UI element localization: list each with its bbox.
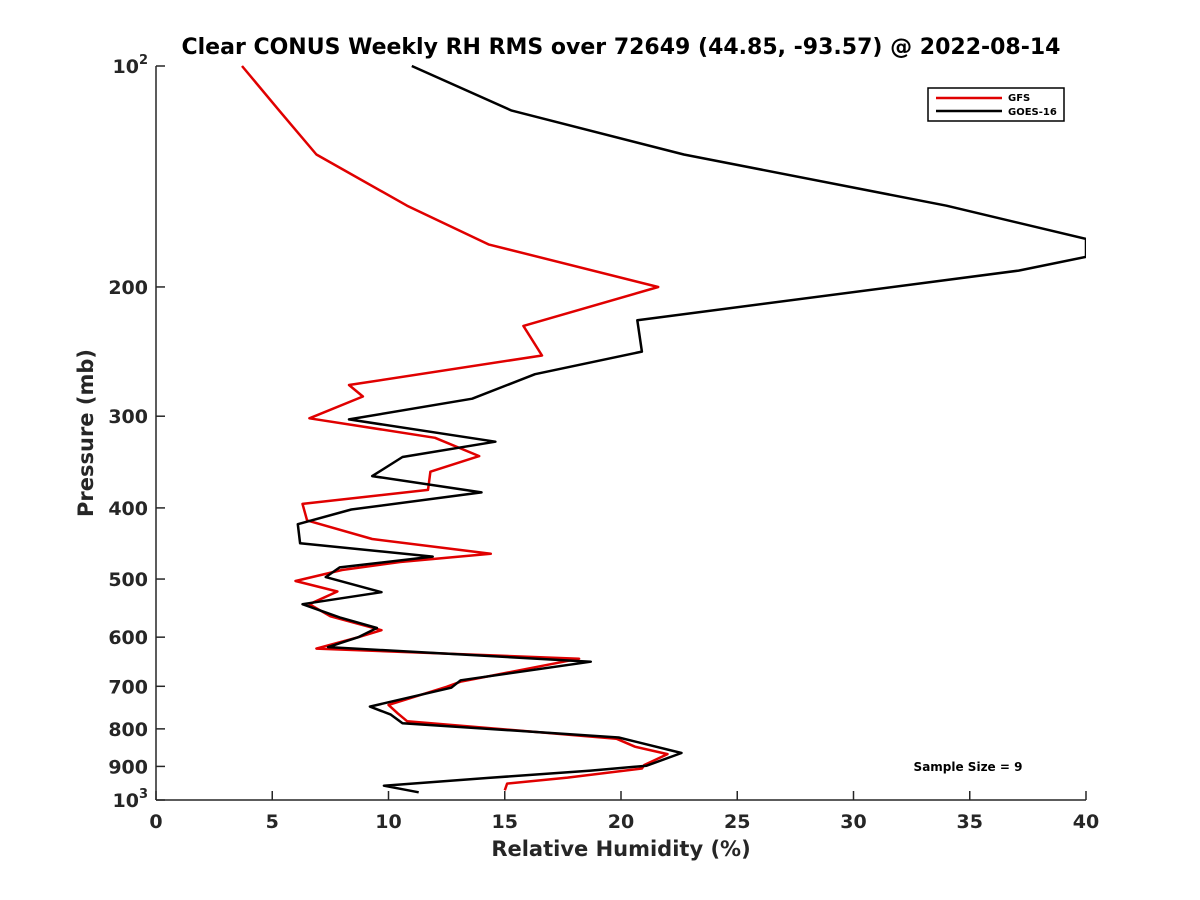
x-tick-label: 10 (375, 811, 401, 833)
legend: GFS GOES-16 (927, 87, 1065, 122)
x-tick-label: 30 (840, 811, 866, 833)
x-tick-label: 35 (957, 811, 983, 833)
y-tick-label: 300 (108, 406, 148, 428)
y-tick-label: 103 (113, 787, 149, 812)
series-line-goes-16 (296, 64, 1086, 794)
series-line-gfs (241, 65, 669, 791)
y-tick-label: 102 (113, 53, 149, 78)
y-tick-label: 500 (108, 569, 148, 591)
legend-label-goes-16: GOES-16 (1008, 107, 1057, 118)
legend-box (927, 87, 1065, 122)
y-tick-label: 200 (108, 277, 148, 299)
y-axis-label: Pressure (mb) (74, 349, 98, 517)
x-tick-label: 40 (1073, 811, 1099, 833)
x-tick-label: 0 (149, 811, 162, 833)
y-tick-label: 900 (108, 756, 148, 778)
axes-layer: 0 5 10 15 20 25 30 35 40 102 200 300 400 500 600 700 800… (108, 53, 1099, 833)
y-tick-label: 600 (108, 627, 148, 649)
x-axis-label: Relative Humidity (%) (491, 837, 750, 861)
y-tick-label: 400 (108, 498, 148, 520)
y-tick-label: 700 (108, 676, 148, 698)
chart-title: Clear CONUS Weekly RH RMS over 72649 (44… (182, 35, 1061, 60)
x-tick-label: 5 (266, 811, 279, 833)
series-layer (241, 64, 1086, 794)
sample-size-annotation: Sample Size = 9 (914, 760, 1023, 774)
plot-area (241, 64, 1086, 794)
x-tick-label: 15 (492, 811, 518, 833)
x-tick-label: 25 (724, 811, 750, 833)
legend-label-gfs: GFS (1008, 93, 1030, 104)
x-tick-label: 20 (608, 811, 634, 833)
y-tick-label: 800 (108, 719, 148, 741)
